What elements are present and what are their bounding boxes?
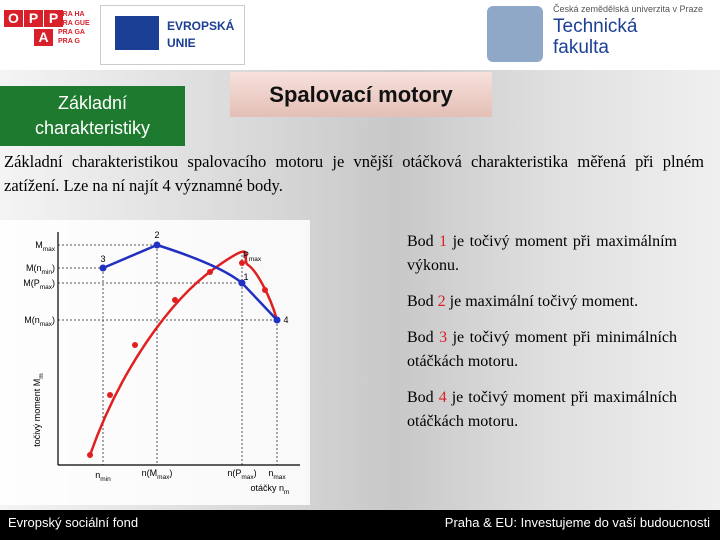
- label-part: M(n: [24, 315, 40, 325]
- bullet: Bod 1 je točivý moment při maximálním vý…: [407, 230, 677, 278]
- label-part: ): [254, 468, 257, 478]
- bullet-text: je točivý moment při minimálních otáčkác…: [407, 329, 678, 370]
- x-label: nmax: [268, 468, 286, 481]
- power-points: [87, 260, 268, 458]
- eu-flag: [115, 16, 159, 50]
- university: Česká zemědělská univerzita v Praze: [553, 4, 704, 14]
- label-part: M(n: [26, 263, 42, 273]
- y-axis-title: točivý moment Mm: [32, 373, 45, 446]
- y-label: M(Pmax): [23, 278, 55, 291]
- y-label: M(nmin): [26, 263, 55, 276]
- section-line: charakteristiky: [34, 118, 151, 138]
- faculty-line: Technická: [553, 16, 638, 37]
- faculty-line: fakulta: [553, 37, 609, 58]
- label-part: 1: [243, 272, 248, 282]
- label-part: n: [268, 468, 273, 478]
- eu-logo: EVROPSKÁ UNIE: [100, 5, 245, 65]
- axes: [57, 232, 300, 466]
- x-label: n(Pmax): [227, 468, 256, 481]
- logo-letter: A: [34, 29, 53, 46]
- guides: [58, 244, 278, 465]
- bullet-text: je točivý moment při maximálním výkonu.: [407, 233, 678, 274]
- point-label: 1: [243, 272, 248, 282]
- label-part: min: [42, 269, 53, 276]
- city-line: PRA G: [58, 38, 80, 45]
- logo-city: PRA HA PRA GUE PRA GA PRA G: [58, 10, 90, 46]
- bullet-text: je maximální točivý moment.: [449, 293, 639, 310]
- bullet: Bod 4 je točivý moment při maximálních o…: [407, 386, 677, 434]
- city-line: PRA HA: [58, 11, 85, 18]
- label-part: ): [52, 315, 55, 325]
- label-part: 4: [283, 315, 288, 325]
- point-label: Pmax: [243, 250, 262, 263]
- city-line: PRA GA: [58, 29, 85, 36]
- y-label: M(nmax): [24, 315, 55, 328]
- label-part: max: [40, 284, 53, 291]
- bullet: Bod 2 je maximální točivý moment.: [407, 290, 677, 314]
- label-part: max: [157, 474, 170, 481]
- x-label: n(Mmax): [142, 468, 173, 481]
- y-label: Mmax: [35, 240, 56, 253]
- section-line: Základní: [57, 93, 128, 113]
- label-part: M(P: [23, 278, 40, 288]
- label-part: ): [52, 263, 55, 273]
- city-line: PRA GUE: [58, 20, 90, 27]
- faculty-logo: [487, 6, 543, 62]
- footer-left: Evropský sociální fond: [8, 515, 139, 530]
- point-label: 4: [283, 315, 288, 325]
- bullet-word: Bod: [407, 233, 434, 250]
- eu-line: UNIE: [167, 36, 196, 50]
- label-part: 2: [154, 230, 159, 240]
- label-part: min: [100, 476, 111, 483]
- label-part: n(P: [227, 468, 241, 478]
- x-label: nmin: [95, 470, 111, 483]
- bullet-word: Bod: [407, 329, 434, 346]
- label-part: ): [52, 278, 55, 288]
- eu-line: EVROPSKÁ: [167, 19, 235, 33]
- point-label: 2: [154, 230, 159, 240]
- label-part: max: [40, 321, 53, 328]
- faculty: Technická fakulta: [553, 16, 638, 58]
- title: Spalovací motory: [230, 72, 492, 117]
- label-part: P: [243, 250, 249, 260]
- label-part: otáčky n: [251, 483, 285, 493]
- logo-letter: P: [24, 10, 43, 27]
- power-curve: [88, 250, 279, 456]
- bullet-number: 4: [438, 389, 447, 406]
- bullet: Bod 3 je točivý moment při minimálních o…: [407, 326, 677, 374]
- logo-letter: O: [4, 10, 23, 27]
- bullet-number: 2: [437, 293, 446, 310]
- intro: Základní charakteristikou spalovacího mo…: [4, 152, 704, 195]
- x-axis-title: otáčky nm: [251, 483, 290, 496]
- eu-text: EVROPSKÁ UNIE: [167, 18, 234, 52]
- bullet-number: 3: [439, 329, 448, 346]
- header: O P P A PRA HA PRA GUE PRA GA PRA G EVRO…: [0, 0, 720, 70]
- label-part: ): [169, 468, 172, 478]
- label-part: n: [95, 470, 100, 480]
- label-part: točivý moment M: [32, 379, 42, 447]
- bullet-text: je točivý moment při maximálních otáčkác…: [407, 389, 678, 430]
- label-part: max: [273, 474, 286, 481]
- label-part: m: [284, 489, 289, 496]
- bullet-number: 1: [439, 233, 448, 250]
- label-part: 3: [100, 254, 105, 264]
- bullets: Bod 1 je točivý moment při maximálním vý…: [407, 230, 677, 446]
- bullet-word: Bod: [407, 293, 434, 310]
- point-label: 3: [100, 254, 105, 264]
- section-label: Základní charakteristiky: [0, 86, 185, 146]
- footer-right: Praha & EU: Investujeme do vaší budoucno…: [444, 515, 710, 530]
- label-part: n(M: [142, 468, 158, 478]
- label-part: max: [249, 256, 262, 263]
- footer: Evropský sociální fond Praha & EU: Inves…: [0, 510, 720, 540]
- logo-letter: P: [44, 10, 63, 27]
- torque-points: [99, 241, 281, 324]
- label-part: M: [35, 240, 43, 250]
- label-part: max: [43, 246, 56, 253]
- label-part: m: [38, 373, 45, 378]
- label-part: max: [241, 474, 254, 481]
- bullet-word: Bod: [407, 389, 434, 406]
